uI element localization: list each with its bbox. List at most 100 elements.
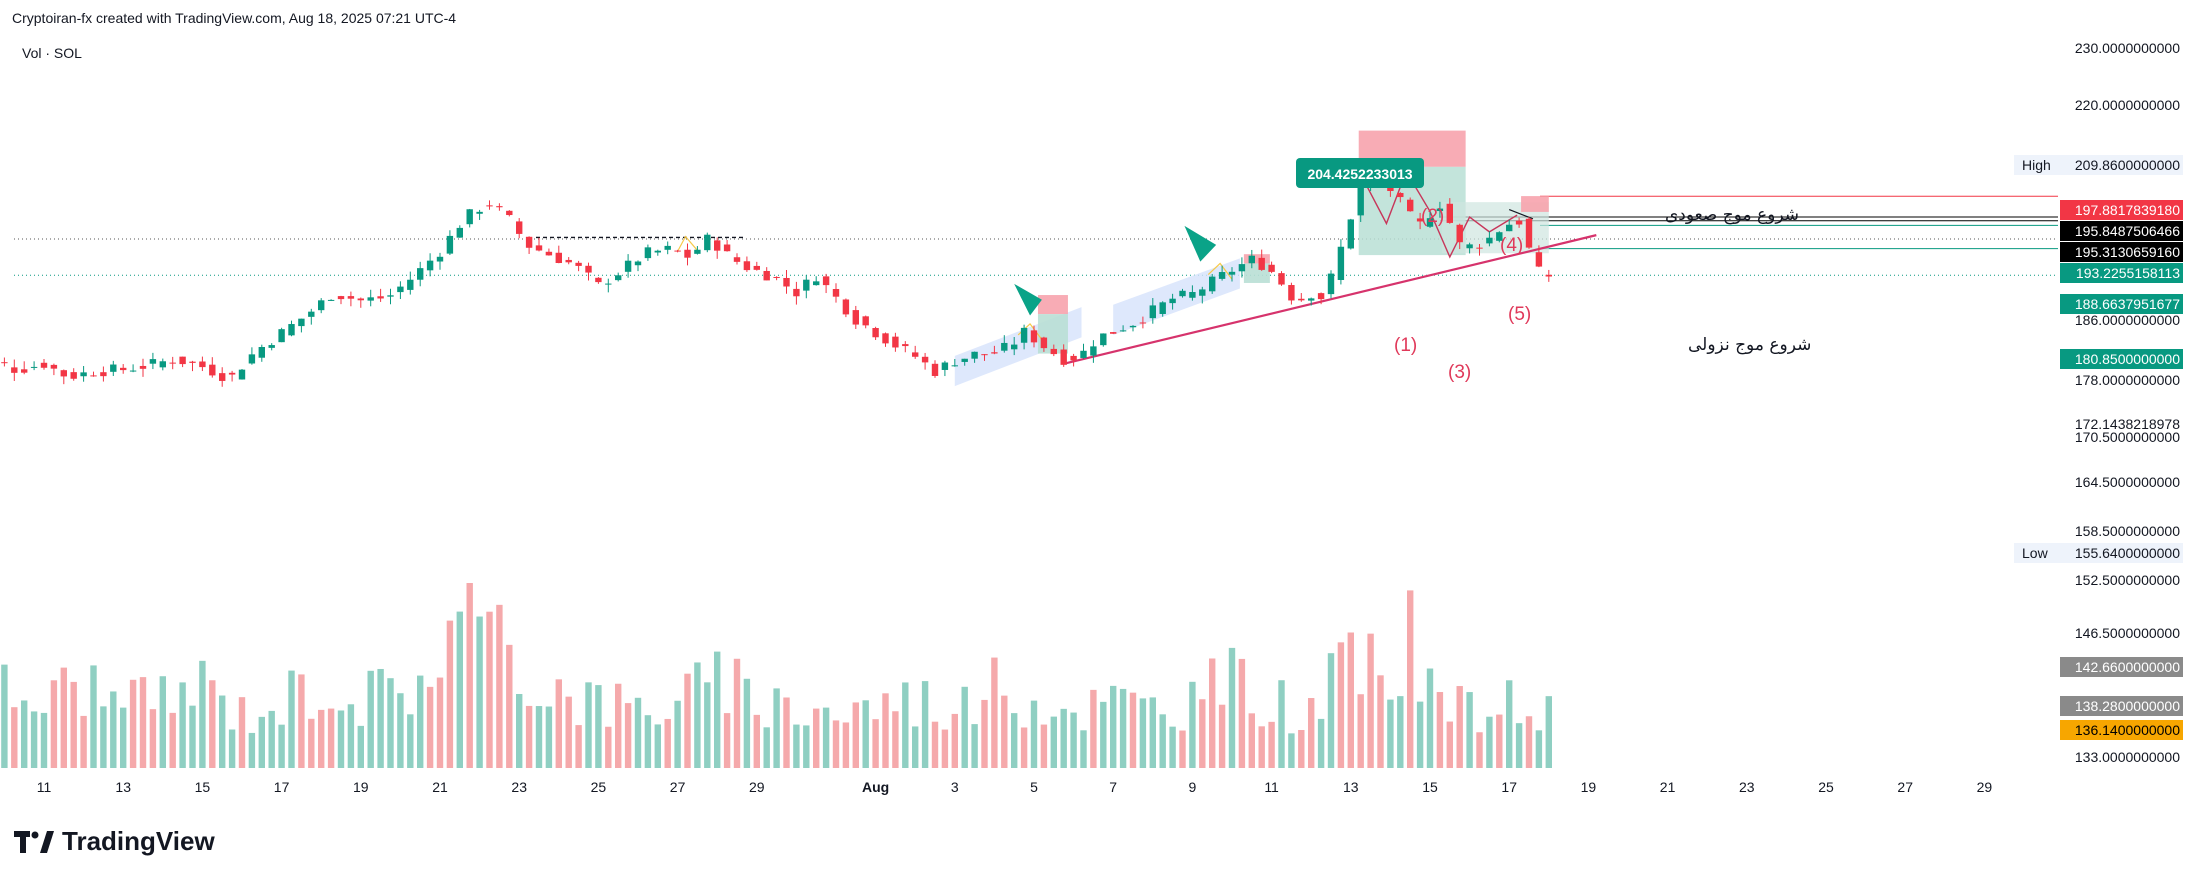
volume-bar: [347, 704, 355, 768]
volume-bar: [1367, 633, 1374, 768]
volume-bar: [1446, 721, 1453, 768]
candle-body: [714, 240, 721, 251]
volume-bar: [1020, 727, 1028, 768]
candle-body: [347, 296, 355, 299]
volume-bar: [1060, 708, 1067, 768]
volume-bar: [436, 677, 444, 768]
volume-bar: [981, 699, 988, 768]
volume-bar: [377, 668, 384, 768]
candle-body: [1179, 290, 1186, 297]
volume-bar: [318, 709, 325, 768]
price-label-badge: [2060, 720, 2183, 740]
arrow-down-icon: [1014, 283, 1042, 316]
candle-body: [436, 256, 444, 262]
volume-bar: [1317, 718, 1325, 768]
volume-bar: [743, 678, 751, 768]
candle-body: [644, 247, 652, 259]
time-axis[interactable]: 11 13 15 17 19 21 23 25 27 29 Aug 3 5 7 9 11 13 15 17 19 21 2…: [37, 779, 1993, 795]
volume-bar: [1119, 688, 1127, 768]
candle-body: [842, 299, 850, 315]
candle-body: [80, 372, 87, 377]
candle-body: [872, 328, 879, 338]
candle-body: [773, 276, 780, 278]
candle-body: [228, 372, 236, 375]
candle-body: [357, 298, 364, 301]
candle-body: [1090, 346, 1097, 356]
candle-body: [971, 351, 978, 359]
volume-bar: [327, 708, 335, 768]
candle-body: [1238, 264, 1246, 272]
volume-bar: [1, 664, 8, 768]
candle-body: [1416, 218, 1424, 222]
volume-bar: [169, 712, 176, 768]
volume-bar: [991, 657, 998, 768]
price-label-badge: [2060, 200, 2183, 220]
volume-bar: [1456, 686, 1463, 768]
price-label-value: 138.2800000000: [2075, 698, 2180, 714]
price-label-tag-text: High: [2022, 157, 2051, 173]
price-label-value: 195.8487506466: [2075, 223, 2180, 239]
candle-body: [60, 370, 67, 377]
volume-bar: [813, 708, 820, 768]
price-tick-label: 186.0000000000: [2075, 312, 2180, 328]
candle-body: [1228, 271, 1236, 275]
volume-bar: [238, 697, 246, 768]
candle-body: [258, 347, 265, 358]
candle-body: [149, 359, 157, 364]
volume-bar: [139, 677, 147, 768]
candle-body: [1436, 208, 1444, 212]
candle-body: [1446, 203, 1453, 223]
candle-body: [961, 358, 968, 362]
candle-body: [1011, 344, 1018, 350]
candle-body: [30, 366, 38, 368]
rising-channel-2: [1113, 258, 1240, 335]
candle-body: [1159, 302, 1166, 314]
candle-body: [50, 364, 58, 369]
volume-bar: [793, 724, 800, 768]
price-label-value: 195.3130659160: [2075, 244, 2180, 260]
tradingview-logo[interactable]: TradingView: [14, 826, 215, 857]
volume-bar: [1407, 590, 1414, 768]
volume-bar: [1179, 730, 1186, 768]
volume-bar: [1149, 697, 1156, 768]
price-axis[interactable]: 230.0000000000 220.0000000000 186.00000000…: [2014, 40, 2183, 765]
small-red-zone: [1521, 196, 1549, 212]
candle-body: [377, 296, 384, 299]
candle-body: [1189, 292, 1196, 298]
price-tick-label: 178.0000000000: [2075, 372, 2180, 388]
volume-bar: [565, 696, 572, 768]
time-tick-label: 29: [1977, 779, 1993, 795]
chart-drawings: [677, 130, 1597, 387]
tradingview-logo-icon: [14, 830, 54, 853]
volume-bar: [951, 713, 958, 768]
candle-body: [535, 245, 543, 251]
volume-bar: [426, 686, 434, 768]
volume-bar: [654, 724, 661, 768]
volume-bar: [664, 718, 671, 768]
rising-trendline: [1065, 234, 1597, 365]
candle-body: [763, 270, 770, 281]
candle-body: [120, 367, 127, 371]
candle-body: [70, 372, 77, 379]
candle-body: [813, 281, 820, 286]
volume-bar: [803, 725, 810, 768]
wave-label-1: (1): [1394, 335, 1417, 356]
volume-bar: [21, 700, 28, 768]
volume-bar: [288, 670, 295, 768]
volume-bar: [941, 729, 949, 768]
candle-body: [753, 265, 760, 270]
candle-body: [654, 250, 661, 253]
volume-bar: [545, 706, 553, 768]
target-zone-red-2: [1243, 254, 1270, 264]
volume-bar: [219, 695, 226, 768]
candle-body: [1139, 322, 1147, 324]
volume-bar: [783, 697, 790, 768]
candle-body: [417, 268, 424, 280]
volume-bar: [1426, 668, 1434, 768]
candle-body: [1466, 244, 1473, 249]
candlesticks: [1, 163, 1552, 387]
candle-body: [783, 277, 790, 287]
candle-body: [624, 260, 632, 272]
volume-bar: [228, 729, 236, 768]
